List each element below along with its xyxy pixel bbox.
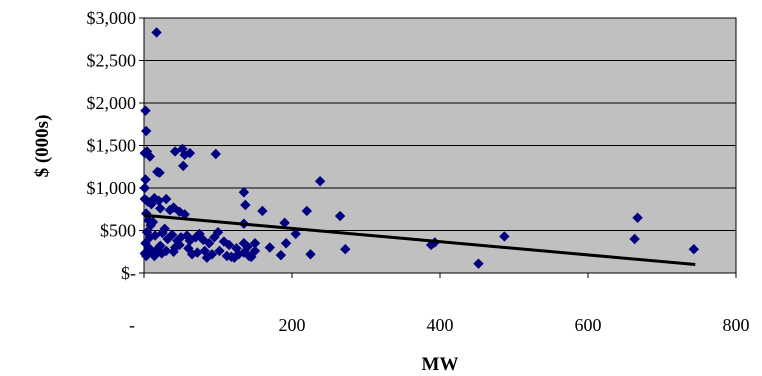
data-point [249, 238, 261, 249]
data-point [141, 208, 152, 219]
data-point [246, 251, 257, 263]
data-point [214, 245, 225, 257]
data-point [162, 233, 173, 245]
data-point [257, 205, 268, 217]
y-axis-title: $ (000s) [32, 115, 53, 178]
data-point [314, 176, 326, 187]
data-point [147, 216, 159, 228]
data-point [240, 199, 251, 211]
data-point [153, 195, 164, 206]
x-axis-title: MW [422, 354, 459, 375]
y-tick-label: $2,000 [87, 93, 137, 113]
data-point [210, 148, 221, 160]
data-point [178, 160, 189, 172]
data-point [155, 240, 166, 251]
data-point [223, 239, 235, 251]
data-point [238, 187, 250, 198]
data-point [305, 249, 316, 260]
data-point [140, 174, 151, 185]
data-point [155, 203, 166, 214]
data-point [140, 105, 151, 116]
data-point [212, 227, 224, 238]
data-point [688, 244, 700, 255]
data-point [161, 193, 172, 205]
data-point [179, 209, 190, 220]
data-point [340, 244, 351, 255]
y-tick-label: $- [121, 263, 136, 283]
data-point [279, 217, 290, 229]
data-point [194, 228, 205, 240]
data-point [334, 210, 346, 222]
y-tick-label: $1,000 [87, 178, 137, 198]
data-point [174, 239, 185, 251]
data-point [238, 238, 250, 249]
y-tick-label: $1,500 [87, 136, 137, 156]
y-axis-ticks: $- $500 $1,000 $1,500 $2,000 $2,500 $3,000 [87, 8, 144, 283]
data-point [280, 238, 292, 249]
data-point [184, 147, 196, 159]
data-point [168, 246, 179, 257]
data-points [139, 27, 700, 269]
x-axis-ticks: - 200 400 600 800 [129, 273, 750, 335]
x-tick-label: 400 [427, 315, 454, 335]
gridlines [144, 60, 736, 231]
data-point [151, 27, 162, 38]
data-point [186, 249, 198, 260]
data-point [499, 231, 510, 242]
data-point [203, 238, 215, 249]
data-point [301, 205, 312, 217]
x-tick-label: 600 [575, 315, 602, 335]
data-point [201, 252, 213, 263]
data-point [159, 223, 170, 234]
y-tick-label: $500 [100, 221, 136, 241]
data-point [264, 242, 275, 253]
x-tick-label: 200 [279, 315, 306, 335]
data-point [290, 228, 301, 240]
data-point [275, 249, 287, 261]
data-point [139, 182, 150, 194]
y-tick-label: $3,000 [87, 8, 137, 28]
trendline [143, 213, 696, 266]
data-point [632, 212, 643, 223]
x-tick-label: - [129, 315, 135, 335]
data-point [154, 167, 165, 178]
data-point [143, 244, 155, 255]
data-point [156, 248, 167, 259]
data-point [229, 252, 240, 263]
x-tick-label: 800 [723, 315, 750, 335]
data-point [166, 229, 178, 240]
data-point [144, 151, 156, 162]
data-point [141, 125, 152, 137]
data-point [473, 258, 484, 269]
y-tick-label: $2,500 [87, 51, 137, 71]
data-point [629, 233, 640, 245]
